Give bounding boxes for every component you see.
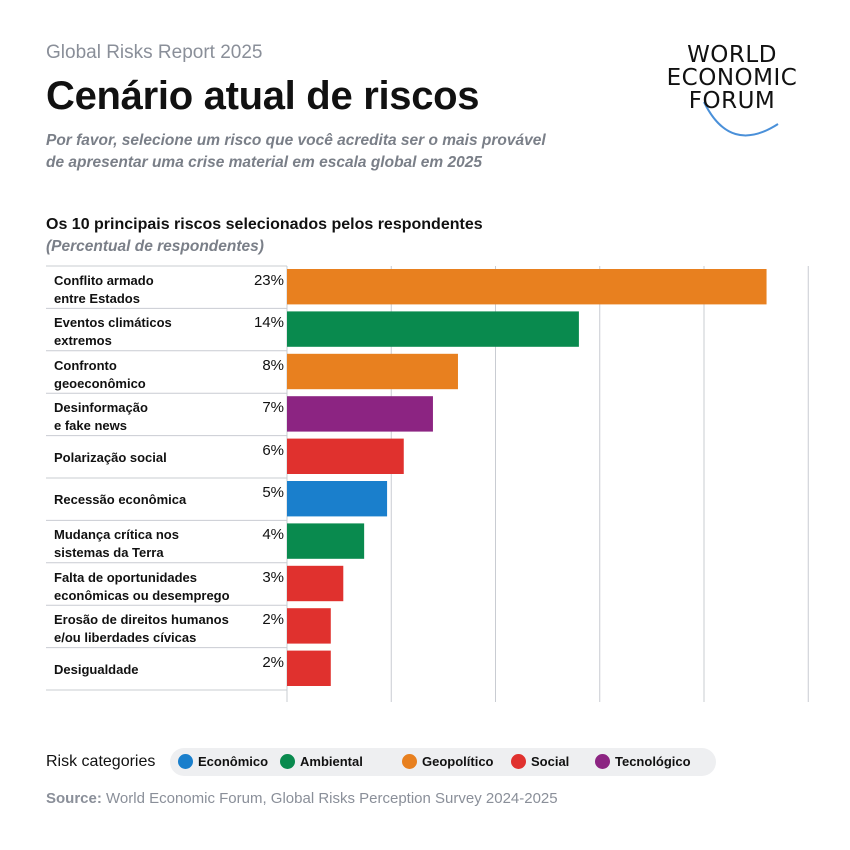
bar: [287, 650, 331, 686]
page-title: Cenário atual de riscos: [46, 74, 480, 118]
row-label-line-1: Desinformação: [54, 400, 148, 416]
legend-item-geopolitical: Geopolítico: [402, 754, 494, 770]
legend-dot-environmental: [280, 754, 295, 769]
legend-title: Risk categories: [46, 753, 156, 770]
row-label: Desigualdade: [54, 661, 254, 679]
value-label: 7%: [262, 399, 284, 417]
row-label-line-1: Confronto: [54, 357, 117, 373]
row-label-line-2: e fake news: [54, 418, 127, 434]
chart-subtitle: (Percentual de respondentes): [46, 238, 264, 255]
bar: [287, 311, 579, 347]
value-label: 23%: [253, 272, 284, 289]
subtitle-line-1: Por favor, selecione um risco que você a…: [46, 132, 546, 149]
logo-arc-icon: [703, 101, 779, 137]
row-label: Mudança crítica nos sistemas da Terra: [54, 526, 254, 562]
value-label: 2%: [262, 653, 284, 671]
logo-line-1: WORLD: [687, 42, 777, 68]
row-label-line-1: Erosão de direitos humanos: [54, 612, 229, 628]
source-text: World Economic Forum, Global Risks Perce…: [106, 790, 558, 807]
row-label: Erosão de direitos humanos e/ou liberdade…: [54, 611, 254, 647]
legend-item-environmental: Ambiental: [280, 754, 363, 770]
row-label: Desinformação e fake news: [54, 399, 254, 435]
source-note: Source: World Economic Forum, Global Ris…: [46, 790, 558, 807]
legend-dot-economic: [178, 754, 193, 769]
row-label-line-1: Polarização social: [54, 449, 167, 465]
bar: [287, 396, 433, 432]
row-label-line-2: entre Estados: [54, 291, 140, 306]
bar: [287, 608, 331, 644]
row-label: Confronto geoeconômico: [54, 357, 254, 393]
bar: [287, 481, 388, 517]
row-label-line-2: geoeconômico: [54, 375, 146, 391]
row-label-line-2: sistemas da Terra: [54, 545, 164, 561]
legend-item-economic: Econômico: [178, 754, 268, 770]
value-label: 3%: [262, 568, 284, 586]
legend-label-social: Social: [531, 754, 570, 769]
row-label: Falta de oportunidades econômicas ou dese…: [54, 569, 254, 605]
value-label: 2%: [262, 611, 284, 629]
value-label: 8%: [262, 356, 284, 374]
value-label: 6%: [262, 441, 284, 459]
row-label-line-1: Recessão econômica: [54, 492, 187, 507]
legend-dot-geopolitical: [402, 754, 417, 769]
logo-line-3: FORUM: [688, 88, 776, 114]
bar: [287, 565, 344, 602]
logo-line-2: ECONOMIC: [666, 65, 798, 91]
row-label: Recessão econômica: [54, 491, 254, 509]
row-label-line-2: extremos: [54, 333, 112, 349]
legend-item-social: Social: [511, 754, 569, 770]
row-label-line-1: Eventos climáticos: [54, 315, 172, 331]
report-name: Global Risks Report 2025: [46, 42, 263, 63]
bar: [287, 269, 767, 305]
legend-dot-technological: [595, 754, 610, 769]
chart-title: Os 10 principais riscos selecionados pel…: [46, 216, 483, 233]
row-label: Polarização social: [54, 449, 254, 467]
row-label-line-2: econômicas ou desemprego: [54, 587, 230, 603]
row-label-line-2: e/ou liberdades cívicas: [54, 630, 197, 646]
row-label-line-1: Mudança crítica nos: [54, 527, 179, 543]
bar: [287, 438, 404, 474]
wef-logo: WORLD ECONOMIC FORUM: [652, 40, 812, 140]
legend-label-technological: Tecnológico: [615, 754, 691, 769]
page-subtitle: Por favor, selecione um risco que você a…: [46, 130, 636, 174]
bar-chart: [46, 265, 809, 702]
row-label-line-1: Conflito armado: [54, 273, 154, 288]
bar: [287, 523, 365, 559]
value-label: 5%: [262, 484, 284, 501]
row-label-line-1: Desigualdade: [54, 661, 139, 677]
legend-dot-social: [511, 754, 526, 769]
row-label: Eventos climáticos extremos: [54, 314, 254, 350]
row-label-line-1: Falta de oportunidades: [54, 569, 198, 585]
source-prefix: Source:: [46, 790, 102, 807]
legend-pill: Econômico Ambiental Geopolítico Social T…: [170, 748, 716, 776]
bar: [287, 353, 458, 390]
subtitle-line-2: de apresentar uma crise material em esca…: [46, 154, 482, 171]
value-label: 4%: [262, 526, 284, 544]
legend-item-technological: Tecnológico: [595, 754, 691, 770]
legend-label-geopolitical: Geopolítico: [422, 754, 494, 769]
legend-label-environmental: Ambiental: [300, 754, 363, 769]
row-label: Conflito armado entre Estados: [54, 272, 254, 308]
value-label: 14%: [253, 314, 284, 332]
legend-label-economic: Econômico: [198, 754, 269, 769]
